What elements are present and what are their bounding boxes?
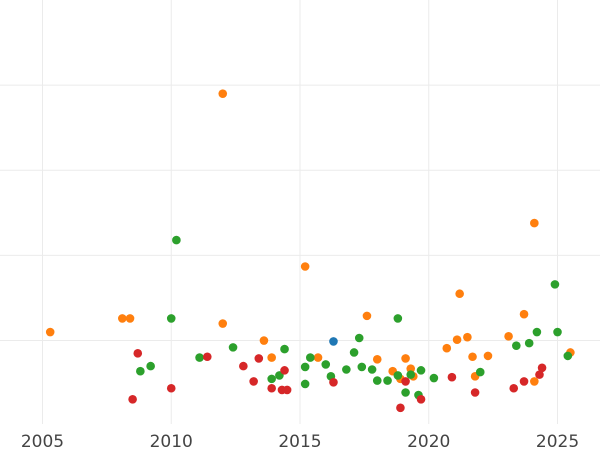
data-point-orange xyxy=(406,364,416,373)
data-point-green xyxy=(553,327,562,337)
data-point-green xyxy=(383,376,392,385)
data-point-green xyxy=(280,344,289,354)
data-point-green xyxy=(406,370,416,379)
data-point-orange xyxy=(468,352,477,362)
data-point-green xyxy=(146,361,155,371)
data-point-red xyxy=(254,354,264,363)
data-point-green xyxy=(416,366,426,375)
data-point-green xyxy=(532,327,542,337)
data-point-red xyxy=(447,372,457,382)
data-point-orange xyxy=(218,89,228,98)
data-point-red xyxy=(396,403,405,413)
data-point-green xyxy=(136,366,145,376)
data-point-red xyxy=(470,388,480,397)
data-point-red xyxy=(267,383,276,393)
data-point-orange xyxy=(530,377,539,386)
data-point-green xyxy=(393,371,403,380)
data-point-green xyxy=(267,374,276,384)
data-point-blue xyxy=(329,337,338,346)
data-point-green xyxy=(306,353,315,362)
data-point-green xyxy=(342,365,351,374)
data-point-orange xyxy=(401,354,410,363)
data-point-green xyxy=(563,351,573,361)
data-point-red xyxy=(329,377,338,387)
x-gridlines xyxy=(41,0,559,424)
data-point-red xyxy=(282,385,292,395)
x-tick-labels: 2005 2010 2015 2020 2025 xyxy=(21,432,579,450)
data-point-green xyxy=(228,343,238,352)
data-point-red xyxy=(128,395,137,404)
data-point-green xyxy=(321,360,331,369)
data-point-orange xyxy=(125,314,135,323)
data-point-green xyxy=(354,333,364,343)
data-point-orange xyxy=(45,327,55,337)
data-point-red xyxy=(249,377,258,386)
data-point-red xyxy=(133,349,143,358)
data-point-red xyxy=(535,370,544,379)
data-point-green xyxy=(349,348,359,357)
data-point-orange xyxy=(519,309,529,319)
data-point-orange xyxy=(442,343,452,353)
data-point-orange xyxy=(300,262,310,271)
data-point-red xyxy=(166,383,176,393)
data-point-red xyxy=(401,377,410,386)
data-point-orange xyxy=(463,332,472,342)
data-point-orange xyxy=(218,319,228,328)
data-point-orange xyxy=(313,353,323,362)
data-point-orange xyxy=(483,351,493,361)
x-tick-label: 2025 xyxy=(536,432,579,450)
data-point-green xyxy=(166,314,176,323)
data-point-green xyxy=(372,376,382,385)
data-point-green xyxy=(367,365,377,374)
data-point-green xyxy=(300,362,310,372)
data-point-green xyxy=(300,379,310,389)
data-point-red xyxy=(509,383,519,393)
x-tick-label: 2015 xyxy=(278,432,321,450)
data-point-green xyxy=(401,388,410,397)
data-point-red xyxy=(416,395,426,404)
data-point-orange xyxy=(267,353,276,362)
data-point-orange xyxy=(452,335,462,345)
data-point-green xyxy=(475,367,485,377)
data-point-green xyxy=(195,353,204,362)
data-point-green xyxy=(512,341,521,350)
x-tick-label: 2005 xyxy=(21,432,64,450)
x-tick-label: 2010 xyxy=(150,432,193,450)
data-point-orange xyxy=(504,332,513,341)
data-point-red xyxy=(280,366,289,375)
data-point-orange xyxy=(372,354,382,364)
data-point-red xyxy=(537,363,547,373)
x-tick-label: 2020 xyxy=(407,432,450,450)
data-point-green xyxy=(429,373,439,383)
data-point-orange xyxy=(455,289,464,299)
data-point-red xyxy=(239,361,248,371)
data-point-green xyxy=(550,280,560,289)
data-point-green xyxy=(357,362,367,372)
data-point-green xyxy=(524,338,534,348)
data-point-red xyxy=(202,352,212,362)
data-point-orange xyxy=(118,314,127,323)
data-point-red xyxy=(519,377,529,386)
data-point-green xyxy=(172,235,181,245)
data-point-orange xyxy=(530,218,539,228)
data-point-orange xyxy=(362,311,372,321)
data-point-orange xyxy=(259,336,269,345)
data-points xyxy=(45,89,575,413)
data-point-green xyxy=(393,314,403,323)
